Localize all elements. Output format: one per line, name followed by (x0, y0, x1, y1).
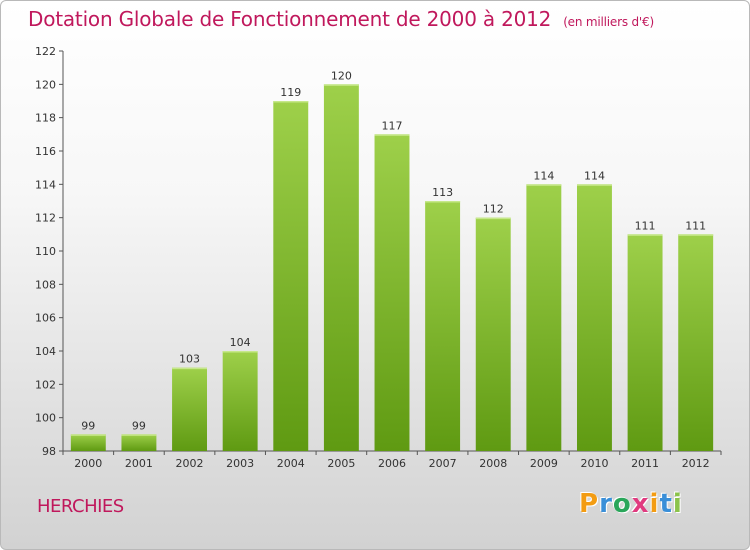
value-label: 114 (533, 169, 554, 182)
bar-highlight (222, 351, 258, 353)
bar-highlight (121, 434, 157, 436)
bar-highlight (425, 201, 461, 203)
logo-letter: t (659, 489, 673, 519)
x-tick-label: 2001 (125, 457, 153, 470)
value-label: 99 (81, 419, 95, 432)
x-tick-label: 2011 (631, 457, 659, 470)
y-tick-label: 110 (35, 245, 56, 258)
bar-highlight (526, 184, 562, 186)
y-tick-label: 102 (35, 378, 56, 391)
bar-2008 (475, 217, 511, 451)
bar-2006 (374, 134, 410, 452)
bar-2005 (323, 84, 359, 451)
bar-2001 (121, 434, 157, 451)
x-axis: 2000 2001 2002 2003 2004 2005 2006 2007 2008 2009… (62, 450, 722, 470)
value-label: 119 (280, 86, 301, 99)
y-tick-label: 106 (35, 312, 56, 325)
logo-letter: P (579, 489, 600, 519)
value-label: 111 (635, 219, 656, 232)
value-label: 114 (584, 169, 605, 182)
y-tick-label: 118 (35, 112, 56, 125)
bar-highlight (627, 234, 663, 236)
value-labels: 99 99 103 104 119 120 117 113 112 114 114 111 111 (81, 69, 706, 432)
value-label: 112 (483, 203, 504, 216)
logo-letter: r (599, 489, 613, 519)
x-tick-label: 2002 (176, 457, 204, 470)
bar-2000 (70, 434, 106, 451)
bar-2003 (222, 351, 258, 451)
x-tick-label: 2006 (378, 457, 406, 470)
bar-2002 (172, 367, 208, 451)
x-tick-label: 2005 (327, 457, 355, 470)
bar-highlight (475, 217, 511, 220)
x-tick-label: 2012 (682, 457, 710, 470)
proxiti-logo: Proxiti (579, 489, 683, 519)
bar-2009 (526, 184, 562, 452)
x-tick-label: 2003 (226, 457, 254, 470)
x-tick-label: 2004 (277, 457, 305, 470)
bar-highlight (323, 84, 359, 86)
bar-2012 (678, 234, 714, 451)
x-tick-label: 2010 (580, 457, 608, 470)
y-tick-label: 120 (35, 78, 56, 91)
y-tick-label: 122 (35, 45, 56, 58)
x-tick-label: 2009 (530, 457, 558, 470)
y-axis: 98 100 102 104 106 108 110 112 114 116 118 120 122 (35, 45, 64, 458)
logo-letter: x (631, 489, 650, 519)
bar-2011 (627, 234, 663, 451)
chart-subtitle: (en milliers d'€) (563, 15, 654, 29)
logo-letter: i (672, 489, 683, 519)
bar-highlight (576, 184, 612, 186)
bar-2004 (273, 101, 309, 451)
value-label: 104 (230, 336, 251, 349)
bars (70, 84, 714, 452)
value-label: 120 (331, 69, 352, 82)
y-tick-label: 116 (35, 145, 56, 158)
y-tick-label: 100 (35, 412, 56, 425)
y-tick-label: 104 (35, 345, 56, 358)
y-tick-label: 112 (35, 212, 56, 225)
chart-title-text: Dotation Globale de Fonctionnement de 20… (28, 7, 552, 31)
bar-highlight (374, 134, 410, 136)
bar-2007 (425, 201, 461, 451)
chart-title: Dotation Globale de Fonctionnement de 20… (28, 7, 654, 31)
y-tick-label: 98 (42, 445, 56, 458)
y-tick-label: 114 (35, 178, 56, 191)
bar-highlight (70, 434, 106, 436)
x-tick-label: 2008 (479, 457, 507, 470)
value-label: 99 (132, 419, 146, 432)
x-tick-label: 2007 (429, 457, 457, 470)
bar-highlight (172, 367, 208, 370)
value-label: 103 (179, 353, 200, 366)
bar-2010 (576, 184, 612, 452)
x-tick-label: 2000 (74, 457, 102, 470)
commune-name: HERCHIES (37, 496, 124, 517)
logo-letter: o (612, 489, 632, 519)
value-label: 117 (382, 119, 403, 132)
bar-highlight (678, 234, 714, 236)
y-tick-label: 108 (35, 278, 56, 291)
bar-highlight (273, 101, 309, 103)
value-label: 113 (432, 186, 453, 199)
value-label: 111 (685, 219, 706, 232)
logo-letter: i (649, 489, 660, 519)
